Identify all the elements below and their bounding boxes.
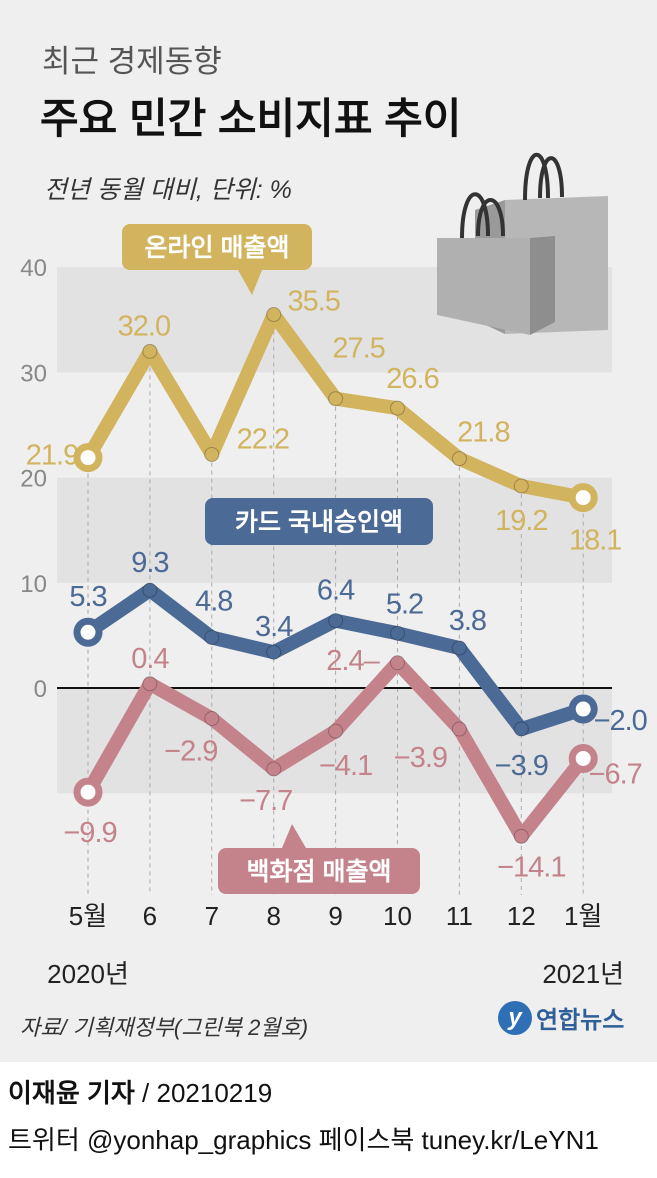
online-sales-point: [390, 400, 405, 416]
shopping-bags-icon: [437, 152, 608, 335]
online-sales-data-label: 22.2: [237, 423, 289, 455]
online-sales-data-label: 35.5: [287, 286, 339, 318]
page-title: 주요 민간 소비지표 추이: [40, 95, 462, 142]
x-tick-label: 10: [383, 901, 412, 931]
card-approvals-data-label: 5.2: [386, 588, 423, 620]
card-approvals-legend-box: [205, 498, 433, 545]
department-store-sales-data-label: −7.7: [239, 785, 292, 817]
department-store-sales-point: [451, 721, 467, 737]
card-approvals-data-label: 3.8: [449, 605, 486, 637]
online-sales-point: [73, 443, 103, 473]
online-sales-data-label: 26.6: [386, 363, 438, 395]
card-approvals-data-label: 3.4: [255, 611, 293, 643]
online-sales-data-label: 18.1: [569, 525, 621, 557]
online-sales-point: [451, 451, 467, 467]
department-store-sales-legend-box: [218, 848, 420, 894]
card-approvals-point: [390, 625, 405, 641]
online-sales-data-label: 19.2: [495, 505, 547, 537]
unit-label: 전년 동월 대비, 단위: %: [44, 176, 292, 204]
online-sales-point: [204, 446, 220, 462]
online-sales-data-label: 21.9: [26, 440, 78, 472]
online-sales-point: [328, 391, 344, 407]
card-approvals-point: [328, 613, 344, 629]
department-store-sales-data-label: 2.4–: [326, 645, 380, 677]
card-approvals-point: [451, 640, 467, 656]
department-store-sales-point: [73, 777, 103, 807]
department-store-sales-data-label: 0.4: [131, 643, 169, 675]
reporter: 이재윤 기자: [8, 1078, 135, 1108]
y-tick-label: 40: [20, 255, 47, 282]
online-sales-legend-label: 온라인 매출액: [145, 234, 290, 262]
card-approvals-data-label: 9.3: [131, 547, 168, 579]
x-tick-label: 1월: [564, 901, 602, 931]
online-sales-legend-pointer: [238, 270, 262, 295]
social-links: 트위터 @yonhap_graphics 페이스북 tuney.kr/LeYN1: [8, 1125, 599, 1155]
card-approvals-point: [568, 694, 598, 724]
y-tick-label: 20: [20, 466, 47, 493]
online-sales-data-label: 21.8: [457, 417, 509, 449]
department-store-sales-point: [204, 711, 220, 727]
department-store-sales-point: [328, 723, 344, 739]
card-approvals-data-label: 4.8: [195, 586, 232, 618]
department-store-sales-point: [142, 676, 158, 692]
online-sales-point: [568, 483, 598, 513]
y-tick-label: 30: [20, 360, 47, 387]
department-store-sales-data-label: −4.1: [319, 750, 372, 782]
y-tick-label: 10: [20, 571, 47, 598]
online-sales-point: [513, 478, 529, 494]
online-sales-point: [266, 307, 282, 323]
online-sales-legend-box: [122, 224, 312, 270]
online-sales-data-label: 27.5: [332, 333, 384, 365]
department-store-sales-data-label: −6.7: [589, 758, 642, 790]
card-approvals-point: [204, 630, 220, 646]
kicker: 최근 경제동향: [42, 44, 222, 79]
x-tick-label: 11: [446, 901, 473, 931]
department-store-sales-legend-pointer: [282, 824, 306, 848]
card-approvals-point: [142, 582, 158, 598]
year-label-2020: 2020년: [47, 959, 129, 989]
logo-mark: y: [498, 1000, 532, 1035]
y-tick-label: 0: [34, 676, 47, 703]
department-store-sales-legend-label: 백화점 매출액: [247, 858, 392, 886]
line-chart: 40 30 20 10 0 21.9 32.0 22.2 35.5 27.526.6 21.8 19…: [20, 152, 648, 989]
date: / 20210219: [134, 1078, 273, 1108]
department-store-sales-point: [513, 828, 529, 844]
online-sales-point: [142, 343, 158, 359]
card-approvals-legend-label: 카드 국내승인액: [235, 509, 403, 537]
card-approvals-data-label: 6.4: [317, 575, 355, 607]
department-store-sales-data-label: −3.9: [394, 742, 447, 774]
year-label-2021: 2021년: [542, 959, 624, 989]
x-tick-label: 8: [266, 901, 280, 931]
yonhap-logo: y 연합뉴스: [498, 1000, 624, 1035]
card-approvals-point: [73, 617, 103, 647]
card-approvals-data-label: −3.9: [495, 750, 548, 782]
source-note: 자료/ 기획재정부(그린북 2월호): [20, 1015, 309, 1040]
x-tick-label: 7: [205, 901, 219, 931]
department-store-sales-point: [266, 761, 282, 777]
card-approvals-point: [266, 644, 282, 660]
x-tick-label: 6: [143, 901, 157, 931]
department-store-sales-data-label: −9.9: [63, 817, 116, 849]
logo-text: 연합뉴스: [536, 1007, 625, 1034]
card-approvals-data-label: −2.0: [594, 705, 647, 737]
x-tick-label: 9: [328, 901, 342, 931]
department-store-sales-point: [390, 655, 405, 671]
byline: 이재윤 기자 / 20210219: [8, 1073, 272, 1110]
online-sales-data-label: 32.0: [118, 310, 170, 342]
x-tick-label: 5월: [69, 901, 107, 931]
card-approvals-point: [513, 721, 529, 737]
department-store-sales-point: [568, 743, 598, 773]
x-tick-label: 12: [507, 901, 536, 931]
card-approvals-data-label: 5.3: [69, 581, 106, 613]
department-store-sales-data-label: −14.1: [497, 851, 565, 883]
department-store-sales-data-label: −2.9: [164, 736, 217, 768]
